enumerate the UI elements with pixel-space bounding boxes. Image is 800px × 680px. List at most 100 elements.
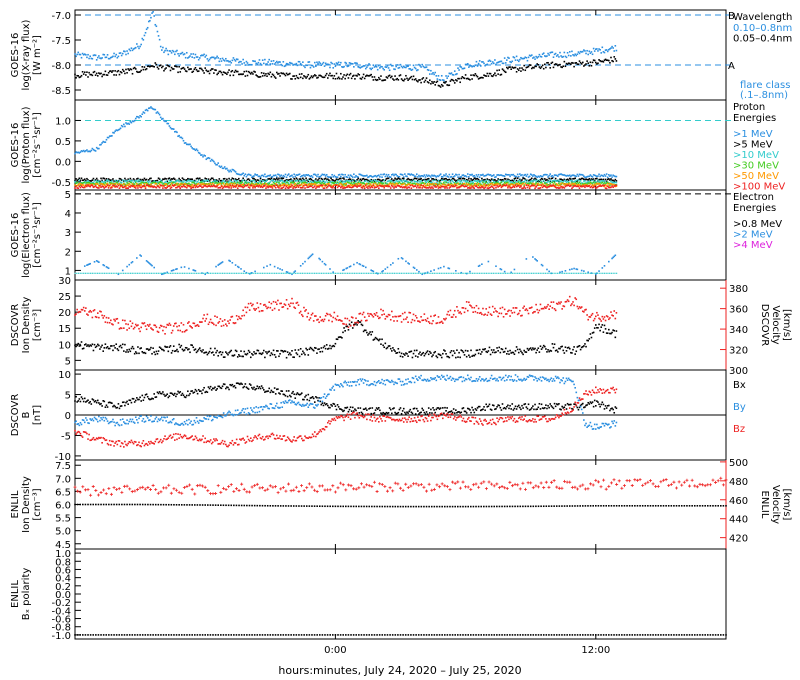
data-point <box>544 184 546 187</box>
data-point <box>274 61 277 64</box>
data-point <box>299 347 302 350</box>
data-point <box>343 178 345 180</box>
data-point <box>482 348 484 351</box>
data-point <box>304 181 306 184</box>
data-point <box>458 77 460 80</box>
data-point <box>131 179 134 182</box>
data-point <box>342 66 344 69</box>
data-point <box>156 111 159 113</box>
data-point <box>487 179 490 182</box>
data-point <box>152 65 154 68</box>
data-point <box>192 180 195 182</box>
data-point <box>104 70 107 73</box>
data-point <box>553 53 556 56</box>
data-point <box>159 184 162 187</box>
data-point <box>451 272 453 274</box>
data-point <box>376 178 379 181</box>
data-point <box>91 343 94 346</box>
data-point <box>359 67 362 69</box>
data-point <box>310 254 313 257</box>
data-point <box>194 67 197 69</box>
data-point <box>507 185 509 188</box>
data-point <box>382 270 384 272</box>
data-point <box>373 338 376 341</box>
data-point <box>491 186 494 188</box>
data-point <box>196 186 199 188</box>
data-point <box>434 184 437 187</box>
data-point <box>312 180 315 182</box>
data-point <box>318 175 320 178</box>
data-point <box>202 155 204 158</box>
data-point <box>418 79 420 81</box>
data-point <box>615 60 618 62</box>
data-point <box>420 175 422 177</box>
data-point <box>572 178 574 180</box>
data-point <box>371 270 374 272</box>
data-point <box>357 320 359 322</box>
data-point <box>397 185 400 187</box>
data-point <box>115 74 118 76</box>
data-point <box>437 179 440 182</box>
data-point <box>100 182 102 185</box>
data-point <box>194 270 197 272</box>
data-point <box>267 182 269 185</box>
data-point <box>430 270 432 272</box>
data-point <box>601 181 604 184</box>
data-point <box>595 182 597 184</box>
data-point <box>406 187 408 190</box>
data-point <box>262 266 265 269</box>
data-point <box>331 180 333 183</box>
data-point <box>217 187 220 189</box>
data-point <box>290 62 292 64</box>
data-point <box>145 182 148 184</box>
data-point <box>271 73 274 76</box>
data-point <box>535 65 537 68</box>
data-point <box>348 74 351 76</box>
data-point <box>127 184 129 187</box>
data-point <box>491 174 494 177</box>
data-point <box>133 66 136 69</box>
data-point <box>85 74 87 76</box>
data-point <box>176 348 178 351</box>
data-point <box>553 180 556 182</box>
data-point <box>430 187 432 189</box>
data-point <box>465 178 468 181</box>
data-point <box>471 185 473 188</box>
data-point <box>103 53 106 56</box>
data-point <box>399 355 402 358</box>
data-point <box>437 175 440 178</box>
data-point <box>108 347 111 350</box>
data-point <box>108 57 111 60</box>
data-point <box>235 272 238 274</box>
data-point <box>588 272 590 274</box>
data-point <box>228 272 231 274</box>
data-point <box>329 185 331 187</box>
data-point <box>606 182 609 185</box>
data-point <box>242 172 244 175</box>
data-point <box>191 147 193 149</box>
right-y-axis-label: [km/s] <box>781 309 792 341</box>
data-point <box>193 269 196 272</box>
data-point <box>391 180 393 182</box>
data-point <box>527 176 530 178</box>
data-point <box>559 271 561 274</box>
data-point <box>161 348 163 351</box>
data-point <box>516 177 519 180</box>
data-point <box>197 151 200 154</box>
data-point <box>407 183 409 186</box>
data-point <box>513 185 516 187</box>
data-point <box>216 185 218 187</box>
data-point <box>491 182 494 184</box>
data-point <box>216 272 218 274</box>
data-point <box>158 38 161 41</box>
data-point <box>576 53 579 55</box>
data-point <box>456 182 458 185</box>
data-point <box>450 182 453 185</box>
data-point <box>383 272 385 274</box>
data-point <box>300 73 303 75</box>
data-point <box>345 272 347 274</box>
data-point <box>203 179 205 182</box>
data-point <box>468 354 470 357</box>
data-point <box>394 350 396 353</box>
data-point <box>332 181 335 184</box>
